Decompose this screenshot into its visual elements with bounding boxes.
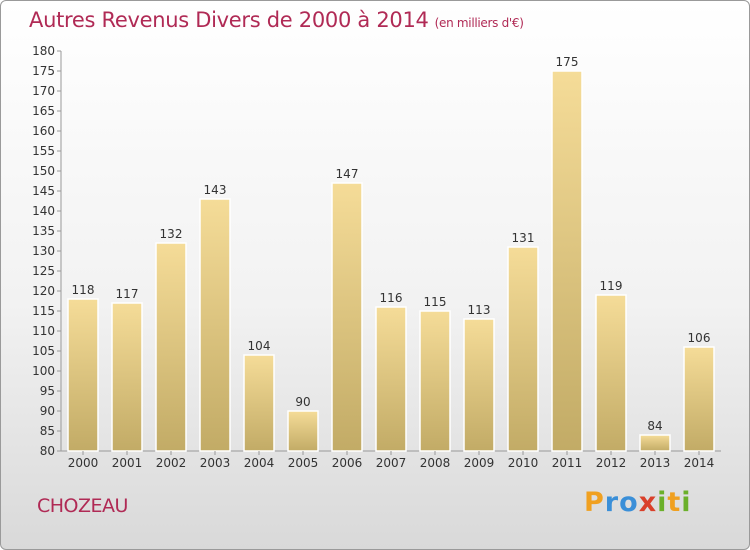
x-tick-label: 2005 [288,456,319,470]
logo-letter: P [584,487,605,518]
bar [551,70,583,452]
y-tick-label: 155 [32,144,55,158]
bar-value-label: 147 [336,167,359,181]
bar [507,246,539,452]
y-tick-label: 170 [32,84,55,98]
x-tick-label: 2008 [420,456,451,470]
logo-letter: o [619,487,639,518]
bar [155,242,187,452]
bar-value-label: 90 [295,395,310,409]
logo-letter: i [657,487,668,518]
y-tick-label: 105 [32,344,55,358]
y-tick-label: 175 [32,64,55,78]
y-tick-label: 150 [32,164,55,178]
bar-value-label: 106 [688,331,711,345]
y-tick-label: 180 [32,44,55,58]
y-tick-label: 100 [32,364,55,378]
bar [595,294,627,452]
y-tick-label: 135 [32,224,55,238]
bar-value-label: 115 [424,295,447,309]
x-tick-label: 2011 [552,456,583,470]
x-tick-label: 2010 [508,456,539,470]
y-tick-label: 145 [32,184,55,198]
logo-letter: r [604,487,620,518]
y-tick-label: 130 [32,244,55,258]
bar [199,198,231,452]
bar [243,354,275,452]
bar-value-label: 104 [248,339,271,353]
y-tick-label: 90 [40,404,55,418]
y-tick-label: 160 [32,124,55,138]
y-tick-label: 165 [32,104,55,118]
x-tick-label: 2001 [112,456,143,470]
x-tick-label: 2000 [68,456,99,470]
bar [375,306,407,452]
x-tick-label: 2004 [244,456,275,470]
bar-value-label: 119 [600,279,623,293]
logo-letter: t [667,487,682,518]
y-tick-label: 115 [32,304,55,318]
proxiti-logo: Proxiti [584,487,692,518]
x-tick-label: 2009 [464,456,495,470]
chart-title-main: Autres Revenus Divers de 2000 à 2014 [29,8,429,32]
bar [67,298,99,452]
bar [419,310,451,452]
y-tick-label: 125 [32,264,55,278]
bar-value-label: 84 [647,419,662,433]
chart-title-unit: (en milliers d'€) [434,16,524,30]
bar-value-label: 113 [468,303,491,317]
logo-letter: x [638,487,658,518]
y-tick-label: 85 [40,424,55,438]
bar-value-label: 175 [556,55,579,69]
y-tick-label: 120 [32,284,55,298]
bar-value-label: 143 [204,183,227,197]
x-tick-label: 2007 [376,456,407,470]
x-tick-label: 2002 [156,456,187,470]
bar [111,302,143,452]
bar-value-label: 116 [380,291,403,305]
x-tick-label: 2013 [640,456,671,470]
chart-title: Autres Revenus Divers de 2000 à 2014 (en … [29,8,524,32]
x-tick-label: 2014 [684,456,715,470]
bar [463,318,495,452]
bar-value-label: 132 [160,227,183,241]
bar [331,182,363,452]
x-tick-label: 2012 [596,456,627,470]
bar-value-label: 131 [512,231,535,245]
bar-value-label: 118 [72,283,95,297]
x-tick-label: 2003 [200,456,231,470]
y-tick-label: 80 [40,444,55,458]
bar [639,434,671,452]
x-tick-label: 2006 [332,456,363,470]
bar-value-label: 117 [116,287,139,301]
logo-letter: i [681,487,692,518]
y-tick-label: 140 [32,204,55,218]
bar [683,346,715,452]
y-tick-label: 95 [40,384,55,398]
bar [287,410,319,452]
location-label: CHOZEAU [37,495,128,517]
y-tick-label: 110 [32,324,55,338]
